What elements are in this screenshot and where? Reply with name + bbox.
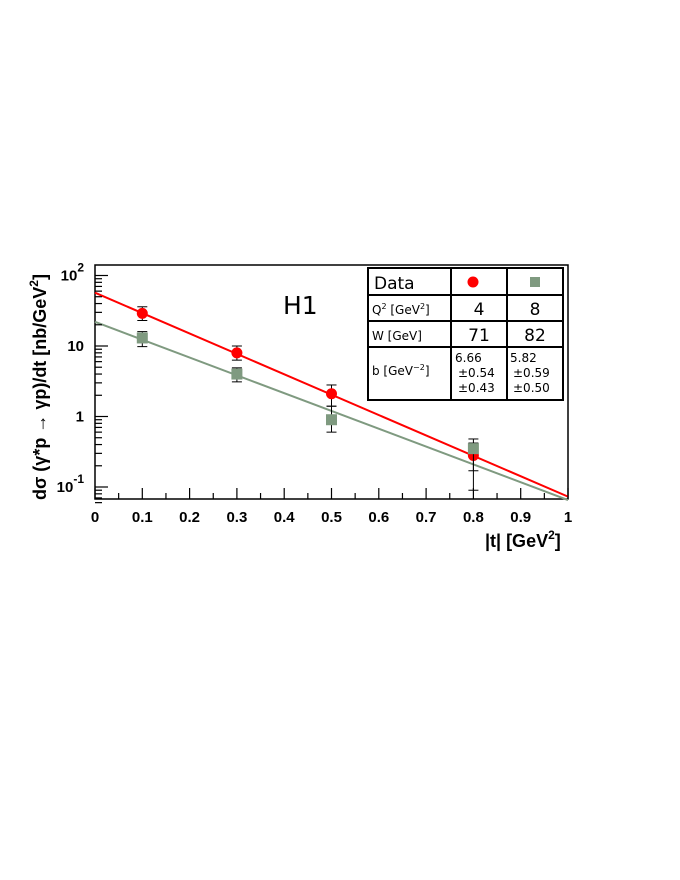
- table-header-data: Data: [374, 274, 415, 294]
- table-q2-value-2: 8: [530, 300, 541, 320]
- table-q2-label: Q2 [GeV2]: [372, 302, 430, 317]
- x-tick-label: 0: [91, 509, 99, 526]
- data-point-square: [136, 332, 148, 344]
- experiment-label: H1: [283, 291, 318, 320]
- x-tick-label: 0.6: [368, 509, 389, 526]
- table-b-value-2: 5.82: [510, 351, 537, 365]
- x-axis-title: |t| [GeV2]: [485, 528, 561, 551]
- x-tick-label: 0.9: [510, 509, 531, 526]
- x-tick-label: 0.5: [321, 509, 342, 526]
- x-tick-label: 1: [564, 509, 572, 526]
- x-tick-label: 0.3: [226, 509, 247, 526]
- table-b-value-1: 6.66: [455, 351, 482, 365]
- legend-circle-marker: [467, 276, 479, 288]
- y-tick-label: 10: [67, 338, 84, 355]
- table-b-sys-1: ±0.43: [458, 381, 495, 395]
- table-b-label: b [GeV−2]: [372, 363, 430, 378]
- data-point-circle: [326, 388, 337, 400]
- y-tick-base: 10: [57, 479, 74, 496]
- data-point-circle: [136, 307, 148, 319]
- data-point-square: [467, 443, 479, 455]
- x-tick-label: 0.2: [179, 509, 200, 526]
- y-axis-title: dσ (γ*p → γp)/dt [nb/GeV2]: [27, 274, 50, 500]
- data-point-square: [326, 414, 337, 426]
- legend-square-marker: [530, 277, 540, 287]
- y-tick-base: 10: [61, 268, 78, 285]
- x-tick-label: 0.8: [463, 509, 484, 526]
- y-tick-base: 1: [76, 409, 84, 426]
- y-tick-label: 10-1: [57, 472, 85, 496]
- x-axis: 0 0.1 0.2 0.3 0.4 0.5 0.6 0.7 0.8 0.9 1: [91, 488, 572, 526]
- y-tick-label: 102: [61, 261, 85, 285]
- table-b-stat-1: ±0.54: [458, 366, 495, 380]
- x-tick-label: 0.4: [274, 509, 296, 526]
- table-b-sys-2: ±0.50: [513, 381, 550, 395]
- x-tick-label: 0.7: [416, 509, 437, 526]
- table-q2-value-1: 4: [474, 300, 485, 320]
- data-point-circle: [231, 347, 243, 359]
- legend-table-border: [367, 267, 564, 401]
- y-tick-label: 1: [76, 409, 84, 426]
- legend-table: Data Q2 [GeV2] 4 8 W [GeV] 71 82 b [GeV−…: [367, 267, 564, 401]
- data-point-square: [231, 368, 243, 380]
- data-points: [136, 306, 479, 491]
- table-w-value-2: 82: [524, 326, 546, 346]
- y-tick-exponent: 2: [77, 261, 84, 275]
- table-w-label: W [GeV]: [372, 329, 422, 343]
- table-b-stat-2: ±0.59: [513, 366, 550, 380]
- y-tick-exponent: -1: [73, 472, 84, 486]
- x-tick-label: 0.1: [132, 509, 153, 526]
- y-tick-base: 10: [67, 338, 84, 355]
- table-w-value-1: 71: [468, 326, 490, 346]
